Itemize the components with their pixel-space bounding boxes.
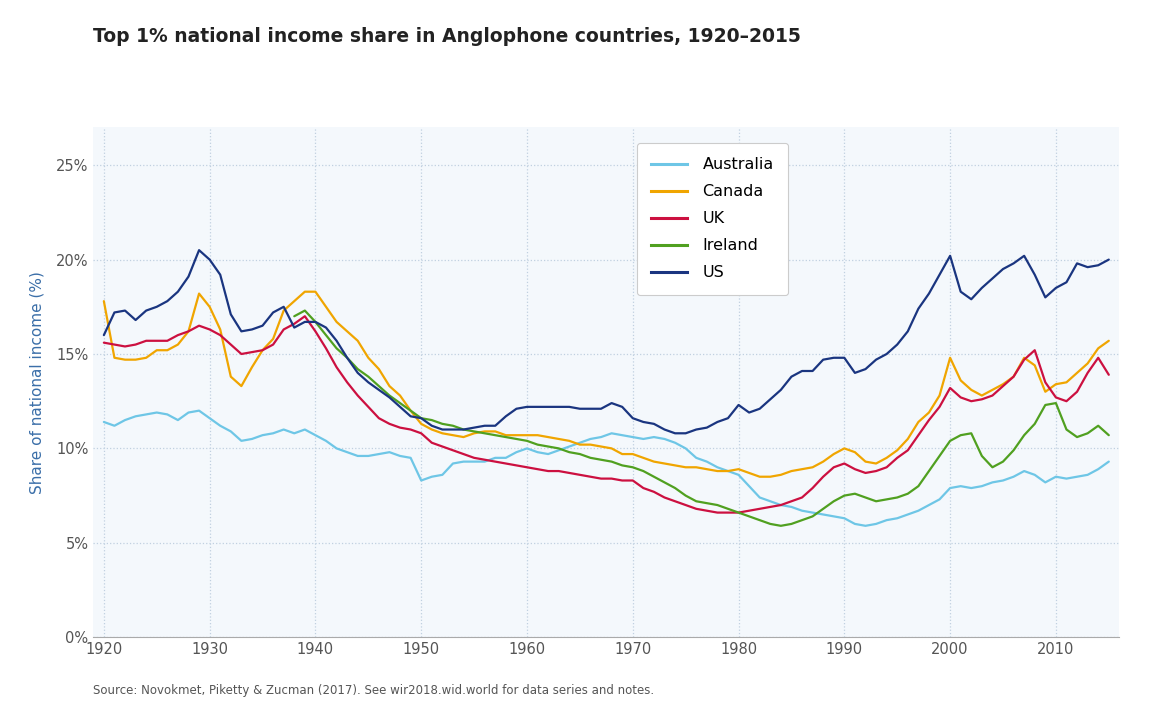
Ireland	[1102, 431, 1116, 440]
UK	[297, 312, 311, 321]
Canada	[97, 297, 111, 305]
Australia	[1102, 457, 1116, 466]
UK	[97, 338, 111, 347]
Canada	[234, 382, 248, 390]
US	[393, 403, 407, 411]
Line: US: US	[104, 250, 1109, 433]
Ireland	[435, 420, 449, 428]
Ireland	[562, 448, 576, 457]
US	[668, 429, 682, 438]
Australia	[245, 435, 259, 443]
Line: Canada: Canada	[104, 292, 1109, 476]
Ireland	[287, 312, 301, 321]
UK	[1038, 378, 1052, 387]
Ireland	[297, 307, 311, 315]
Canada	[753, 472, 767, 481]
Y-axis label: Share of national income (%): Share of national income (%)	[30, 271, 44, 493]
Australia	[858, 522, 872, 530]
Australia	[647, 433, 661, 441]
Canada	[616, 450, 630, 458]
Canada	[1102, 336, 1116, 345]
Australia	[541, 450, 555, 458]
Australia	[393, 452, 407, 460]
UK	[1102, 370, 1116, 379]
Canada	[297, 287, 311, 296]
US	[97, 331, 111, 339]
Canada	[647, 457, 661, 466]
US	[192, 246, 206, 254]
Line: UK: UK	[104, 316, 1109, 513]
Ireland	[351, 365, 365, 373]
Australia	[97, 418, 111, 426]
Ireland	[774, 522, 788, 530]
US	[245, 325, 259, 333]
Line: Australia: Australia	[104, 411, 1109, 526]
Canada	[393, 392, 407, 400]
Text: Top 1% national income share in Anglophone countries, 1920–2015: Top 1% national income share in Anglopho…	[93, 27, 801, 46]
UK	[616, 476, 630, 485]
Australia	[616, 431, 630, 440]
Ireland	[710, 501, 724, 509]
Line: Ireland: Ireland	[294, 311, 1109, 526]
Australia	[192, 406, 206, 415]
Legend: Australia, Canada, UK, Ireland, US: Australia, Canada, UK, Ireland, US	[637, 143, 788, 295]
US	[647, 420, 661, 428]
Text: Source: Novokmet, Piketty & Zucman (2017). See wir2018.wid.world for data series: Source: Novokmet, Piketty & Zucman (2017…	[93, 685, 654, 697]
Canada	[541, 433, 555, 441]
US	[1038, 293, 1052, 302]
UK	[647, 488, 661, 496]
UK	[710, 508, 724, 517]
Australia	[1038, 478, 1052, 486]
UK	[393, 423, 407, 432]
US	[1102, 256, 1116, 264]
Canada	[1038, 387, 1052, 396]
UK	[234, 350, 248, 358]
US	[541, 403, 555, 411]
Ireland	[647, 472, 661, 481]
UK	[541, 467, 555, 475]
US	[616, 403, 630, 411]
Ireland	[890, 493, 904, 502]
